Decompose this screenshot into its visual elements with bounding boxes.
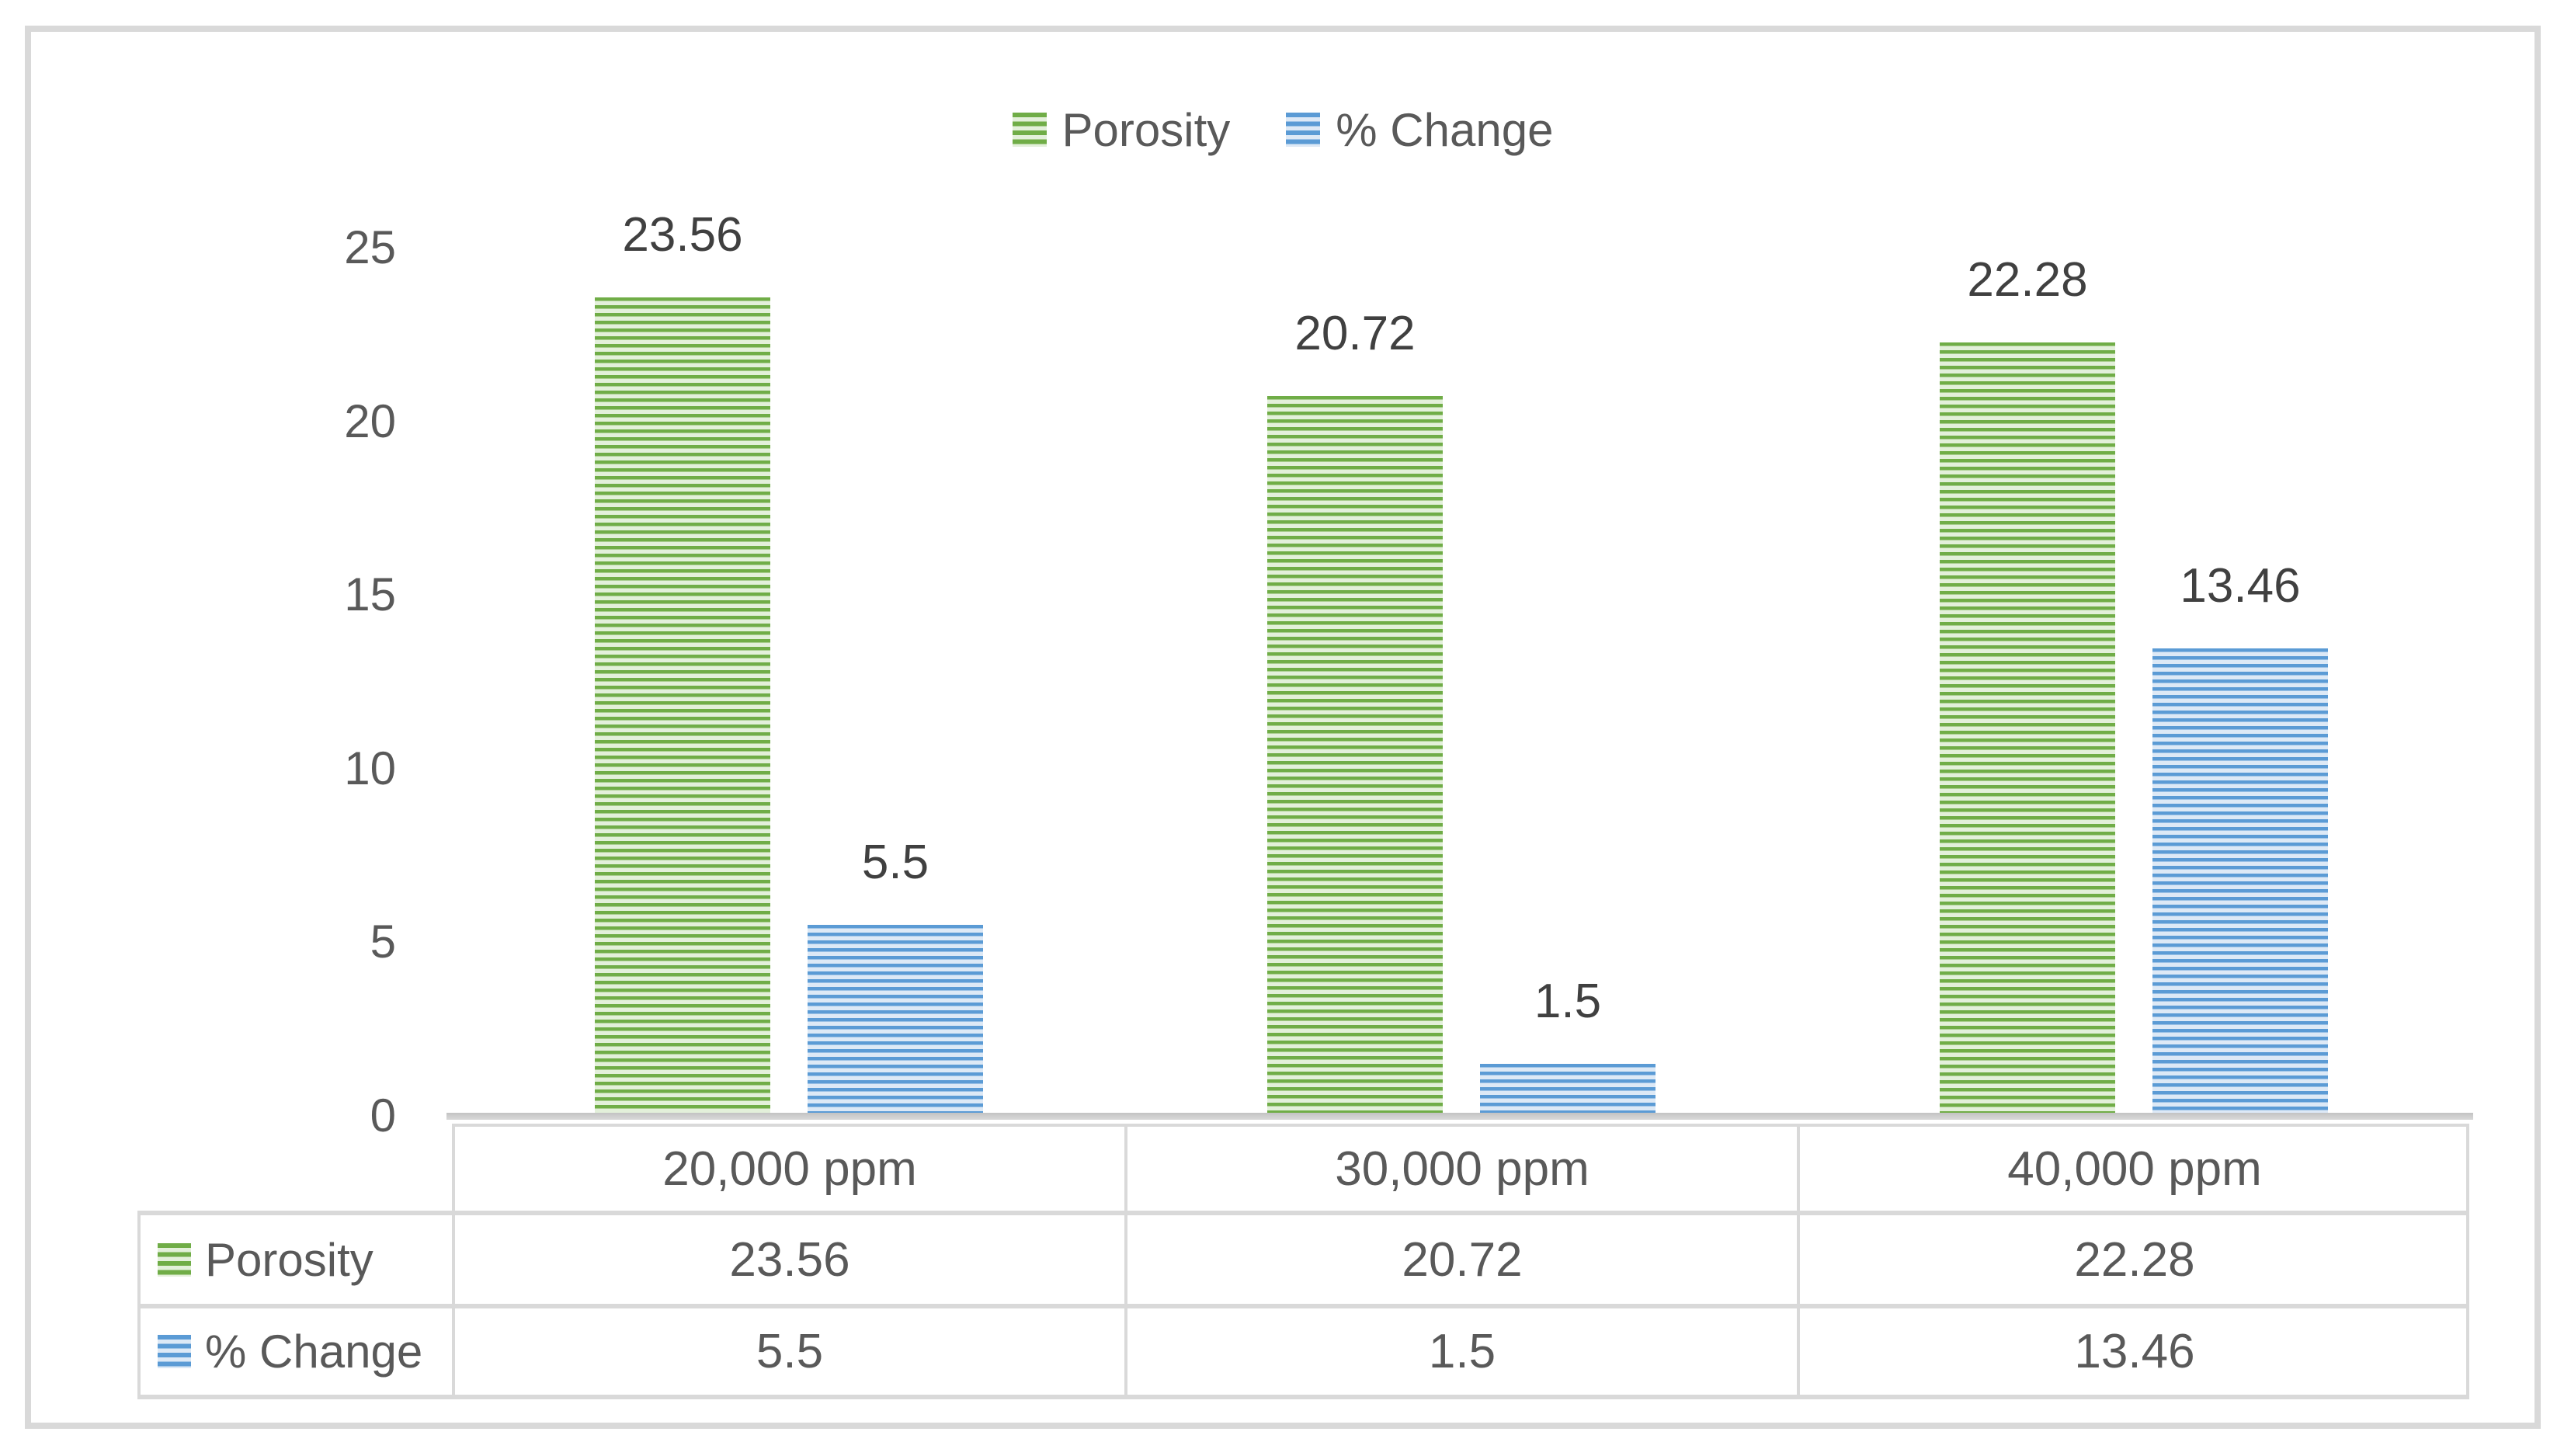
x-axis-line — [446, 1113, 2473, 1120]
bar-label-percent-change-20000ppm: 5.5 — [861, 836, 929, 890]
table-col-border-1 — [452, 1124, 455, 1399]
y-tick-15: 15 — [344, 568, 396, 621]
bar-label-porosity-40000ppm: 22.28 — [1967, 252, 2088, 307]
table-row-border-2 — [137, 1304, 2469, 1308]
bar-label-percent-change-40000ppm: 13.46 — [2180, 559, 2301, 613]
bar-porosity-30000ppm — [1267, 396, 1443, 1116]
bar-percent-change-30000ppm — [1480, 1063, 1656, 1116]
legend-label-porosity: Porosity — [1061, 103, 1231, 156]
table-rowheader-porosity: Porosity — [141, 1215, 452, 1304]
bar-label-porosity-20000ppm: 23.56 — [622, 208, 743, 262]
bar-label-percent-change-30000ppm: 1.5 — [1534, 974, 1602, 1028]
table-rowheader-percent-change-label: % Change — [205, 1326, 423, 1378]
legend-item-percent-change: % Change — [1286, 103, 1553, 157]
table-bottom-border — [137, 1395, 2469, 1399]
table-cell-percent-change-40000ppm: 13.46 — [2074, 1325, 2195, 1378]
legend-label-percent-change: % Change — [1336, 103, 1554, 156]
table-cell-porosity-30000ppm: 20.72 — [1402, 1232, 1523, 1287]
table-top-border — [452, 1124, 2469, 1127]
y-tick-10: 10 — [344, 742, 396, 794]
table-right-border — [2466, 1124, 2469, 1399]
percent-change-row-swatch-icon — [158, 1335, 191, 1368]
table-col-border-2 — [1124, 1124, 1127, 1399]
table-header-20000ppm: 20,000 ppm — [662, 1142, 917, 1196]
table-cell-percent-change-20000ppm: 5.5 — [756, 1325, 824, 1378]
plot-area: 23.56 5.5 20.72 1.5 22.28 13.46 — [452, 208, 2469, 1116]
table-row-border-1 — [137, 1211, 2469, 1215]
y-tick-5: 5 — [370, 916, 396, 968]
y-tick-20: 20 — [344, 394, 396, 447]
y-tick-0: 0 — [370, 1089, 396, 1142]
bar-percent-change-40000ppm — [2152, 648, 2328, 1116]
bar-percent-change-20000ppm — [808, 925, 983, 1116]
legend-item-porosity: Porosity — [1012, 103, 1231, 157]
bar-porosity-40000ppm — [1940, 342, 2115, 1116]
porosity-row-swatch-icon — [158, 1242, 191, 1277]
table-left-border — [137, 1211, 141, 1399]
percent-change-series-swatch-icon — [1286, 113, 1321, 147]
y-tick-25: 25 — [344, 221, 396, 273]
bar-porosity-20000ppm — [595, 297, 770, 1116]
table-col-border-3 — [1797, 1124, 1800, 1399]
porosity-series-swatch-icon — [1012, 113, 1047, 147]
y-axis: 25 20 15 10 5 0 — [233, 224, 396, 1139]
table-cell-porosity-20000ppm: 23.56 — [729, 1232, 850, 1287]
table-header-40000ppm: 40,000 ppm — [2007, 1142, 2262, 1196]
chart-legend: Porosity % Change — [25, 95, 2541, 165]
table-header-30000ppm: 30,000 ppm — [1335, 1142, 1590, 1196]
table-rowheader-percent-change: % Change — [141, 1308, 452, 1395]
table-cell-percent-change-30000ppm: 1.5 — [1428, 1325, 1496, 1378]
table-rowheader-porosity-label: Porosity — [205, 1233, 373, 1286]
bar-label-porosity-30000ppm: 20.72 — [1294, 307, 1416, 361]
table-cell-porosity-40000ppm: 22.28 — [2074, 1232, 2195, 1287]
